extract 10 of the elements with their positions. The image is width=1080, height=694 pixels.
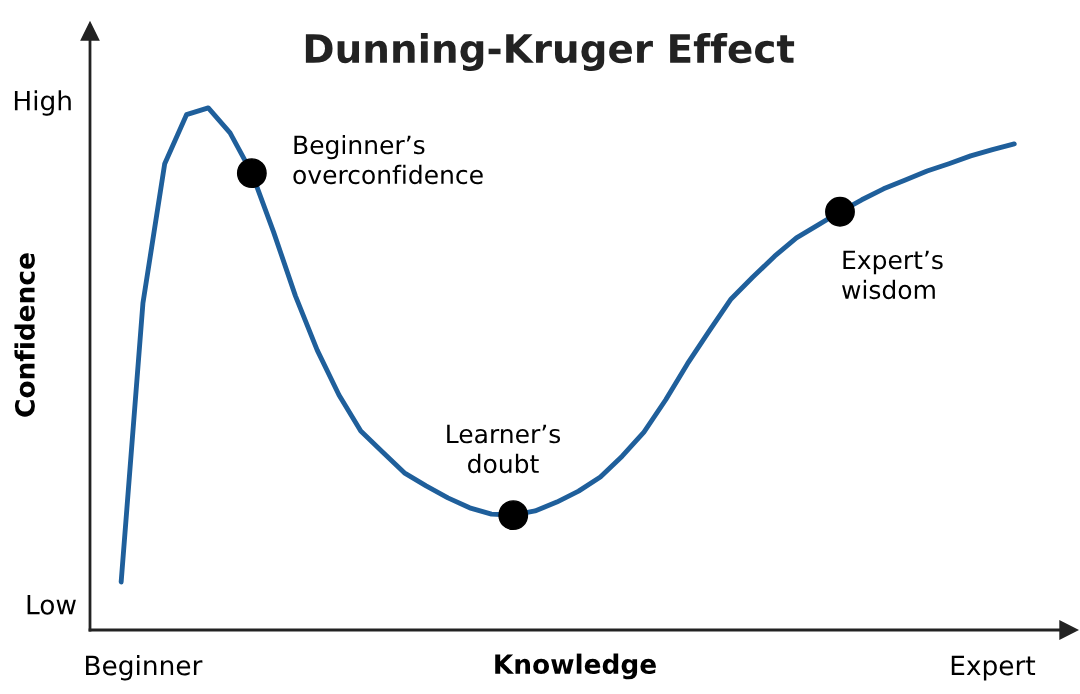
annotation: Beginner’s overconfidence	[293, 134, 483, 185]
annotation: Learner’s doubt	[447, 424, 561, 474]
x-tick-label: Beginner	[86, 655, 203, 681]
chart-title: Dunning-Kruger Effect	[305, 33, 795, 72]
text: High	[14, 90, 71, 116]
x-axis-title: Knowledge	[495, 653, 656, 680]
x-tick-label: Expert	[951, 655, 1036, 681]
text: Low	[27, 595, 76, 615]
annotation: Expert’s wisdom	[842, 250, 943, 300]
y-axis-title: Confidence	[14, 253, 35, 417]
